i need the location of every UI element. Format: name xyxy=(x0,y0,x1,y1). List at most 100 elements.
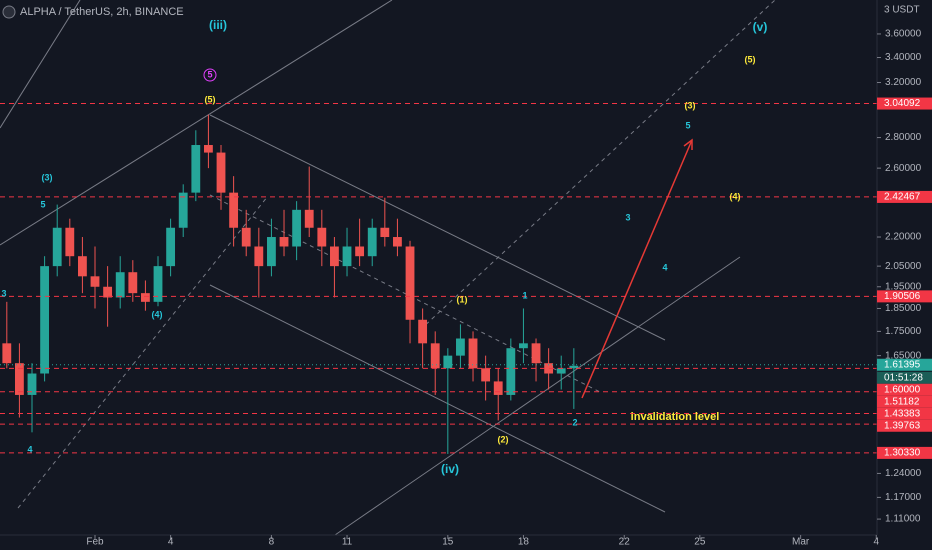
level-label-bg xyxy=(877,190,932,203)
x-tick-label: 8 xyxy=(269,537,275,548)
last-price-label-bg xyxy=(877,358,932,371)
wave-label: 5 xyxy=(40,199,45,209)
axis-layer: 3.60000 3.40000 3.20000 2.80000 2.60000 2.200… xyxy=(86,29,932,548)
candle-body xyxy=(430,343,440,369)
wave-label: 4 xyxy=(27,444,32,454)
y-tick-label: 3.40000 xyxy=(885,52,922,63)
level-label: 1.60000 xyxy=(884,384,921,395)
candle-body xyxy=(2,343,12,364)
y-tick-label: 3.60000 xyxy=(885,29,922,40)
countdown-bg xyxy=(877,371,932,384)
level-label: 1.51182 xyxy=(884,396,920,407)
wave-label: 5 xyxy=(207,69,212,79)
candle-body xyxy=(128,272,138,294)
channel-line xyxy=(334,256,741,536)
projection-arrow xyxy=(581,139,693,399)
candle-body xyxy=(342,246,352,267)
candle-body xyxy=(103,286,113,298)
level-label: 1.90506 xyxy=(884,291,921,302)
candle-body xyxy=(367,227,377,257)
level-label: 1.39763 xyxy=(884,420,921,431)
candle-body xyxy=(77,256,87,277)
candle-body xyxy=(178,192,188,228)
level-label: 2.42467 xyxy=(884,192,921,203)
wave-label: (iii) xyxy=(209,18,227,32)
wave-label: (4) xyxy=(730,191,741,201)
wave-label: 4 xyxy=(662,262,667,272)
level-label-bg xyxy=(877,395,932,408)
wave-label: (3) xyxy=(42,172,53,182)
level-label: 1.30330 xyxy=(884,448,921,459)
candle-body xyxy=(456,338,465,356)
candle-body xyxy=(304,209,314,228)
wave-label: (4) xyxy=(152,309,163,319)
candle-body xyxy=(493,381,503,395)
countdown: 01:51:28 xyxy=(884,372,923,383)
trend-line xyxy=(0,0,81,129)
symbol-icon xyxy=(2,5,16,19)
chart-title: ALPHA / TetherUS, 2h, BINANCE xyxy=(20,6,184,18)
wave-label: (1) xyxy=(457,294,468,304)
candle-body xyxy=(254,246,264,267)
candle-body xyxy=(229,192,239,228)
x-tick-label: 22 xyxy=(619,537,631,548)
candle-body xyxy=(519,343,528,349)
candle-body xyxy=(544,363,554,374)
candle-body xyxy=(317,227,327,247)
level-label-bg xyxy=(877,97,932,110)
candle-body xyxy=(27,373,37,395)
level-label-bg xyxy=(877,419,932,432)
y-tick-label: 2.80000 xyxy=(885,132,922,143)
candle-body xyxy=(418,319,428,344)
wave-label: (3) xyxy=(685,100,696,110)
y-tick-label: 1.65000 xyxy=(885,350,922,361)
candle-body xyxy=(204,145,213,153)
level-label: 1.43383 xyxy=(884,408,921,419)
candle-body xyxy=(405,246,415,320)
candle-body xyxy=(355,246,365,257)
x-tick-label: 11 xyxy=(342,537,353,548)
plot-area: (iii) 5 (5) (3) 5 3 4 (4) (1) 1 (iv) (2) 2 invalidati… xyxy=(0,18,877,476)
candle-body xyxy=(330,246,339,267)
candle-body xyxy=(52,227,62,267)
candle-body xyxy=(153,266,163,302)
wave-label: 3 xyxy=(625,212,630,222)
y-tick-label: 1.17000 xyxy=(885,492,922,503)
level-label-bg xyxy=(877,407,932,420)
wave-label: 2 xyxy=(572,417,577,427)
y-tick-label: 3.20000 xyxy=(885,77,922,88)
wave-label: 1 xyxy=(522,290,527,300)
candle-body xyxy=(393,237,402,247)
candle-body xyxy=(267,237,276,267)
candle-body xyxy=(443,355,453,369)
wave-label: (2) xyxy=(498,434,509,444)
channel-line xyxy=(209,194,601,393)
level-label: 3.04092 xyxy=(884,98,921,109)
candle-body xyxy=(40,266,50,374)
y-tick-label: 2.20000 xyxy=(885,232,922,243)
x-tick-label: 18 xyxy=(518,537,530,548)
candle-body xyxy=(279,237,289,247)
wave-label: invalidation level xyxy=(631,411,720,423)
candle-body xyxy=(380,227,390,238)
x-tick-label: Feb xyxy=(86,537,104,548)
candle-body xyxy=(468,338,478,369)
candle-body xyxy=(292,209,302,247)
currency-label: 3 USDT xyxy=(884,5,920,16)
y-tick-label: 1.95000 xyxy=(885,281,922,292)
candle-body xyxy=(90,276,100,287)
candle-body xyxy=(115,272,125,298)
channel-line xyxy=(209,114,666,341)
y-tick-label: 2.05000 xyxy=(885,261,922,272)
x-tick-label: 15 xyxy=(442,537,454,548)
wave-label: (5) xyxy=(745,54,756,64)
candle-body xyxy=(166,227,176,267)
x-tick-label: 4 xyxy=(168,537,174,548)
candle-body xyxy=(556,368,566,374)
wave-label: (iv) xyxy=(441,462,459,476)
candle-body xyxy=(481,368,491,382)
x-tick-label: 25 xyxy=(694,537,706,548)
trend-line xyxy=(17,195,269,509)
